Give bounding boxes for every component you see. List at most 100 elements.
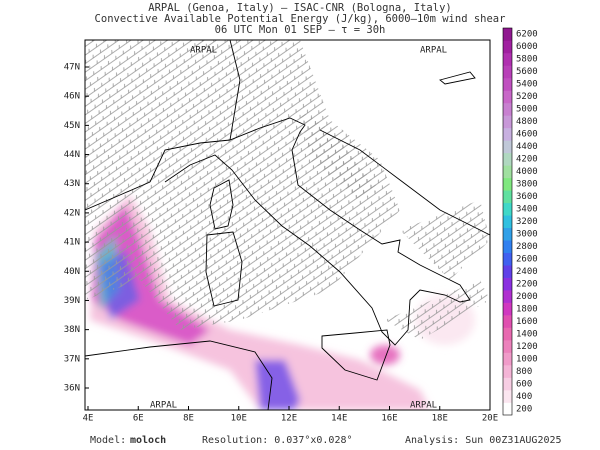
coastlines xyxy=(85,40,490,410)
latitude-label: 46N xyxy=(64,92,80,102)
colorbar-label: 3600 xyxy=(516,192,538,202)
watermark: ARPAL xyxy=(150,401,177,411)
latitude-label: 43N xyxy=(64,179,80,189)
colorbar-swatch xyxy=(503,140,512,154)
wind-barbs xyxy=(400,200,490,280)
colorbar-label: 5200 xyxy=(516,92,538,102)
colorbar-label: 4400 xyxy=(516,142,538,152)
colorbar-swatch xyxy=(503,240,512,254)
colorbar-label: 1400 xyxy=(516,329,538,339)
colorbar-label: 2400 xyxy=(516,267,538,277)
footer-model: moloch xyxy=(130,435,166,446)
latitude-label: 38N xyxy=(64,325,80,335)
colorbar-swatch xyxy=(503,277,512,291)
latitude-label: 36N xyxy=(64,384,80,394)
colorbar-swatch xyxy=(503,28,512,41)
colorbar-frame xyxy=(502,27,513,416)
colorbar-label: 3800 xyxy=(516,180,538,190)
colorbar-swatch xyxy=(503,352,512,366)
colorbar-swatch xyxy=(503,390,512,403)
colorbar-swatch xyxy=(503,315,512,328)
colorbar-label: 4600 xyxy=(516,130,538,140)
latitude-label: 39N xyxy=(64,296,80,306)
colorbar-swatch xyxy=(503,127,512,141)
colorbar-swatch xyxy=(503,165,512,179)
latitude-label: 40N xyxy=(64,267,80,277)
colorbar-swatch xyxy=(503,227,512,241)
colorbar-label: 800 xyxy=(516,367,532,377)
latitude-label: 41N xyxy=(64,238,80,248)
colorbar-label: 200 xyxy=(516,404,532,414)
latitude-label: 42N xyxy=(64,208,80,218)
colorbar-swatch xyxy=(503,202,512,216)
latitude-label: 47N xyxy=(64,63,80,73)
colorbar-label: 1200 xyxy=(516,342,538,352)
longitude-label: 10E xyxy=(231,414,247,424)
footer-analysis: Analysis: Sun 00Z31AUG2025 xyxy=(405,435,562,446)
latitude-label: 45N xyxy=(64,121,80,131)
colorbar-swatch xyxy=(503,302,512,316)
title-line: ARPAL (Genoa, Italy) – ISAC-CNR (Bologna… xyxy=(148,2,451,14)
graticule-labels: 36N 37N 38N 39N 40N 41N 42N 43N 44N 45N 46N 47N 4E 6E… xyxy=(64,63,498,424)
colorbar-swatch xyxy=(503,102,512,116)
colorbar-label: 3400 xyxy=(516,205,538,215)
colorbar-swatch xyxy=(503,215,512,229)
colorbar-swatch xyxy=(503,90,512,104)
colorbar-label: 5800 xyxy=(516,55,538,65)
colorbar-label: 2000 xyxy=(516,292,538,302)
wind-barbs xyxy=(85,40,400,330)
colorbar-label: 1600 xyxy=(516,317,538,327)
watermarks: ARPAL ARPAL ARPAL ARPAL xyxy=(150,46,447,411)
longitude-label: 6E xyxy=(133,414,144,424)
map-area: ARPAL ARPAL ARPAL ARPAL xyxy=(85,40,490,411)
colorbar-label: 600 xyxy=(516,379,532,389)
colorbar-label: 3200 xyxy=(516,217,538,227)
colorbar-swatch xyxy=(503,115,512,129)
colorbar-label: 2800 xyxy=(516,242,538,252)
colorbar-label: 4800 xyxy=(516,117,538,127)
latitude-label: 44N xyxy=(64,150,80,160)
colorbar-label: 6200 xyxy=(516,30,538,40)
colorbar-label: 3000 xyxy=(516,229,538,239)
colorbar-swatch xyxy=(503,40,512,54)
longitude-label: 16E xyxy=(381,414,397,424)
longitude-label: 12E xyxy=(281,414,297,424)
latitude-label: 37N xyxy=(64,354,80,364)
colorbar-swatch xyxy=(503,152,512,166)
footer-model-label: Model: xyxy=(90,435,126,446)
colorbar-swatch xyxy=(503,365,512,378)
wind-barbs xyxy=(300,110,380,200)
colorbar-swatch xyxy=(503,377,512,391)
watermark: ARPAL xyxy=(420,46,447,56)
colorbar-label: 400 xyxy=(516,392,532,402)
wind-barbs xyxy=(385,280,490,340)
watermark: ARPAL xyxy=(410,401,437,411)
colorbar-label: 5600 xyxy=(516,67,538,77)
colorbar-label: 4200 xyxy=(516,155,538,165)
colorbar-swatch xyxy=(503,77,512,91)
colorbar-label: 6000 xyxy=(516,42,538,52)
longitude-label: 4E xyxy=(83,414,94,424)
footer-resolution: Resolution: 0.037°x0.028° xyxy=(202,435,353,446)
colorbar-swatch xyxy=(503,65,512,79)
colorbar-swatch xyxy=(503,265,512,278)
title-line: Convective Available Potential Energy (J… xyxy=(95,13,506,25)
colorbar-label: 1000 xyxy=(516,354,538,364)
colorbar-label: 5400 xyxy=(516,80,538,90)
longitude-label: 8E xyxy=(183,414,194,424)
colorbar-swatch xyxy=(503,177,512,191)
colorbar-swatch xyxy=(503,252,512,266)
colorbar-label: 2600 xyxy=(516,254,538,264)
colorbar-label: 1800 xyxy=(516,304,538,314)
colorbar: 200 400 600 800 1000 1200 1400 1600 1800 2000 2200… xyxy=(502,27,538,416)
longitude-label: 18E xyxy=(432,414,448,424)
map-frame xyxy=(84,39,491,411)
colorbar-swatch xyxy=(503,340,512,353)
title-line: 06 UTC Mon 01 SEP – τ = 30h xyxy=(215,24,386,36)
colorbar-label: 4000 xyxy=(516,167,538,177)
colorbar-swatch xyxy=(503,290,512,303)
longitude-label: 20E xyxy=(482,414,498,424)
colorbar-label: 2200 xyxy=(516,279,538,289)
